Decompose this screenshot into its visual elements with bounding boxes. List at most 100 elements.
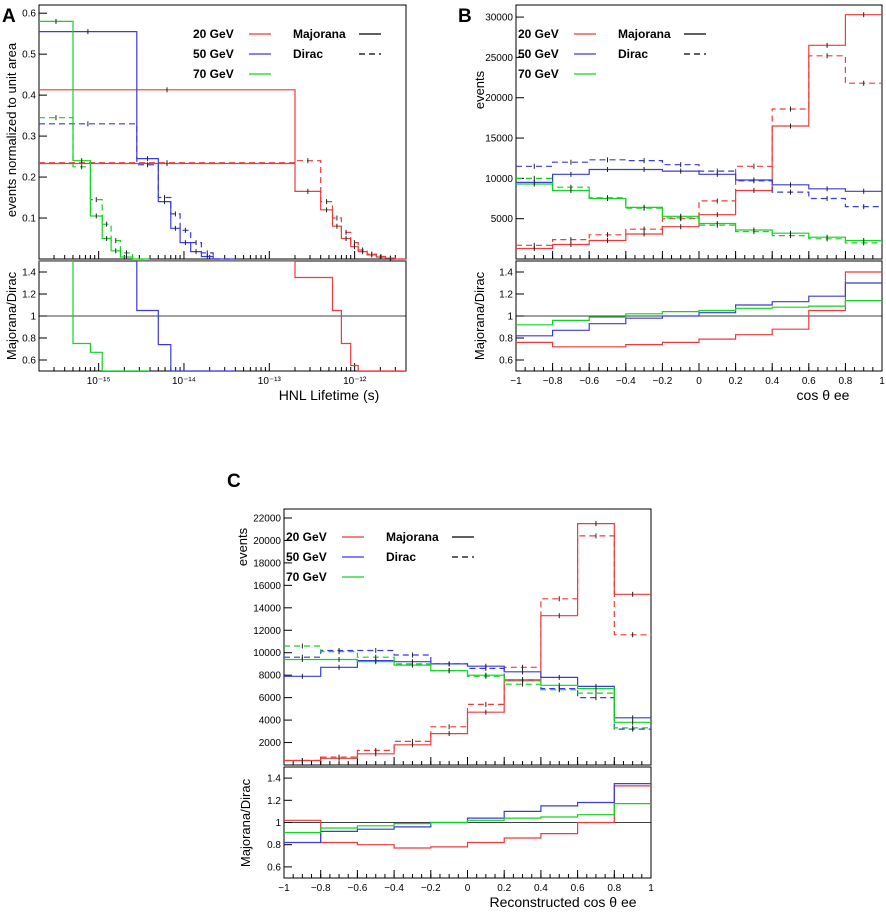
legend-label-50-gev: 50 GeV [286,550,327,564]
legend-label-20-gev: 20 GeV [193,27,234,41]
legend: 20 GeV 50 GeV 70 GeV Majorana Dirac [518,27,706,81]
series-20-gev-majorana [39,89,406,260]
ratio-series-20-gev [284,785,651,849]
ratio-axis-title: Majorana/Dirac [4,271,19,360]
x-tick-label: −0.8 [311,883,331,894]
y-tick-label: 10000 [485,174,513,185]
x-tick-label: −0.2 [421,883,441,894]
y-tick-label: 15000 [485,134,513,145]
y-tick-label: 10000 [253,648,281,659]
y-tick-label: 22000 [253,513,281,524]
legend-label-20-gev: 20 GeV [286,530,327,544]
series-70-gev-dirac [516,177,882,244]
ratio-series-group [284,783,651,849]
legend-label-70-gev: 70 GeV [286,570,327,584]
ratio-plot: 0.6 0.8 1 1.2 1.4 10⁻¹⁵ 10⁻¹⁴ 10⁻¹³ 10⁻¹² Majoran… [4,260,407,403]
series-50-gev-dirac [284,649,651,730]
x-tick-label: 10⁻¹³ [258,376,282,387]
x-tick-label: 0.2 [729,376,743,387]
ratio-plot: 0.6 0.8 1 1.2 1.4 −1 −0.8 −0.6 −0.4 −0.2 0 0.2 0.4 0.… [472,260,885,403]
y-tick-label: 1.2 [267,796,281,807]
x-tick-label: −0.4 [384,883,404,894]
panel-label: A [2,6,16,27]
panel-label: C [227,471,241,492]
series-70-gev-majorana [39,20,150,260]
x-axis-title: HNL Lifetime (s) [279,387,380,403]
top-plot: 5000 10000 15000 20000 25000 30000 events 20 Ge… [472,4,883,260]
y-tick-label: 1.4 [499,268,513,279]
x-tick-label: −0.6 [348,883,368,894]
x-tick-label: −0.6 [579,376,599,387]
x-tick-label: 0.2 [497,883,511,894]
ratio-series-group [516,271,882,348]
legend-label-20-gev: 20 GeV [518,27,559,41]
x-tick-label: −1 [278,883,290,894]
x-tick-label: 0 [696,376,702,387]
x-tick-label: 0.4 [534,883,548,894]
panel-c: C 2000 4000 6000 8000 10000 12000 14000 16000 180… [227,471,654,910]
x-tick-label: 0.6 [802,376,816,387]
ratio-series-50-gev [516,282,882,337]
ratio-plot: 0.6 0.8 1 1.2 1.4 −1 −0.8 −0.6 −0.4 −0.2 0 0.2 0.4 0.… [238,766,654,910]
legend-label-70-gev: 70 GeV [193,67,234,81]
y-tick-label: 0.5 [22,50,36,61]
y-tick-label: 1 [275,818,281,829]
y-tick-label: 2000 [259,738,282,749]
y-tick-label: 5000 [491,214,514,225]
x-tick-label: −0.2 [653,376,673,387]
y-tick-label: 0.4 [22,91,36,102]
ratio-series-70-gev [39,261,150,371]
y-tick-label: 1 [507,312,513,323]
y-tick-label: 14000 [253,603,281,614]
legend-label-50-gev: 50 GeV [193,47,234,61]
ratio-series-70-gev [284,803,651,834]
panel-b: B 5000 10000 15000 20000 25000 30000 events 20 G… [458,4,885,403]
top-plot: 2000 4000 6000 8000 10000 12000 14000 16000 1800… [235,508,652,766]
y-tick-label: 1.4 [267,774,281,785]
series-70-gev-dirac [39,117,150,260]
legend-label-dirac: Dirac [293,47,323,61]
y-tick-label: 6000 [259,693,282,704]
y-tick-label: 20000 [253,536,281,547]
y-tick-label: 0.6 [22,9,36,20]
legend-label-dirac: Dirac [618,47,648,61]
panel-a: A 0.1 0.2 0.3 0.4 0.5 0.6 events normalized to … [2,4,407,403]
legend-label-majorana: Majorana [293,27,346,41]
series-20-gev-dirac [516,55,882,246]
top-plot: 0.1 0.2 0.3 0.4 0.5 0.6 events normalized to u… [4,4,407,261]
y-tick-label: 16000 [253,581,281,592]
ratio-series-20-gev [516,271,882,348]
x-tick-label: 10⁻¹⁴ [172,376,196,387]
x-tick-label: 1 [648,883,654,894]
x-tick-label: 10⁻¹⁵ [87,376,111,387]
y-tick-label: 25000 [485,53,513,64]
x-tick-label: −0.8 [543,376,563,387]
y-tick-label: 0.8 [267,840,281,851]
x-tick-label: 1 [879,376,885,387]
series-50-gev-majorana [39,31,236,260]
legend-label-50-gev: 50 GeV [518,47,559,61]
legend-label-majorana: Majorana [618,27,671,41]
legend: 20 GeV 50 GeV 70 GeV Majorana Dirac [286,530,474,584]
y-tick-label: 1.2 [22,290,36,301]
y-tick-label: 8000 [259,671,282,682]
legend-label-majorana: Majorana [386,530,439,544]
y-tick-label: 0.2 [22,173,36,184]
y-tick-label: 0.8 [22,334,36,345]
plot-frame [38,4,407,260]
series-20-gev-dirac [39,160,406,260]
ratio-axis-title: Majorana/Dirac [238,778,253,867]
y-tick-label: 18000 [253,558,281,569]
y-tick-label: 1 [30,312,36,323]
x-tick-label: −0.4 [616,376,636,387]
y-axis-title: events [472,70,487,109]
x-tick-label: 0.4 [765,376,779,387]
legend: 20 GeV 50 GeV 70 GeV Majorana Dirac [193,27,381,81]
x-tick-label: 0.6 [571,883,585,894]
panel-label: B [458,6,472,27]
x-tick-label: 0.8 [838,376,852,387]
y-tick-label: 4000 [259,716,282,727]
x-tick-label: −1 [510,376,522,387]
x-tick-label: 0 [465,883,471,894]
